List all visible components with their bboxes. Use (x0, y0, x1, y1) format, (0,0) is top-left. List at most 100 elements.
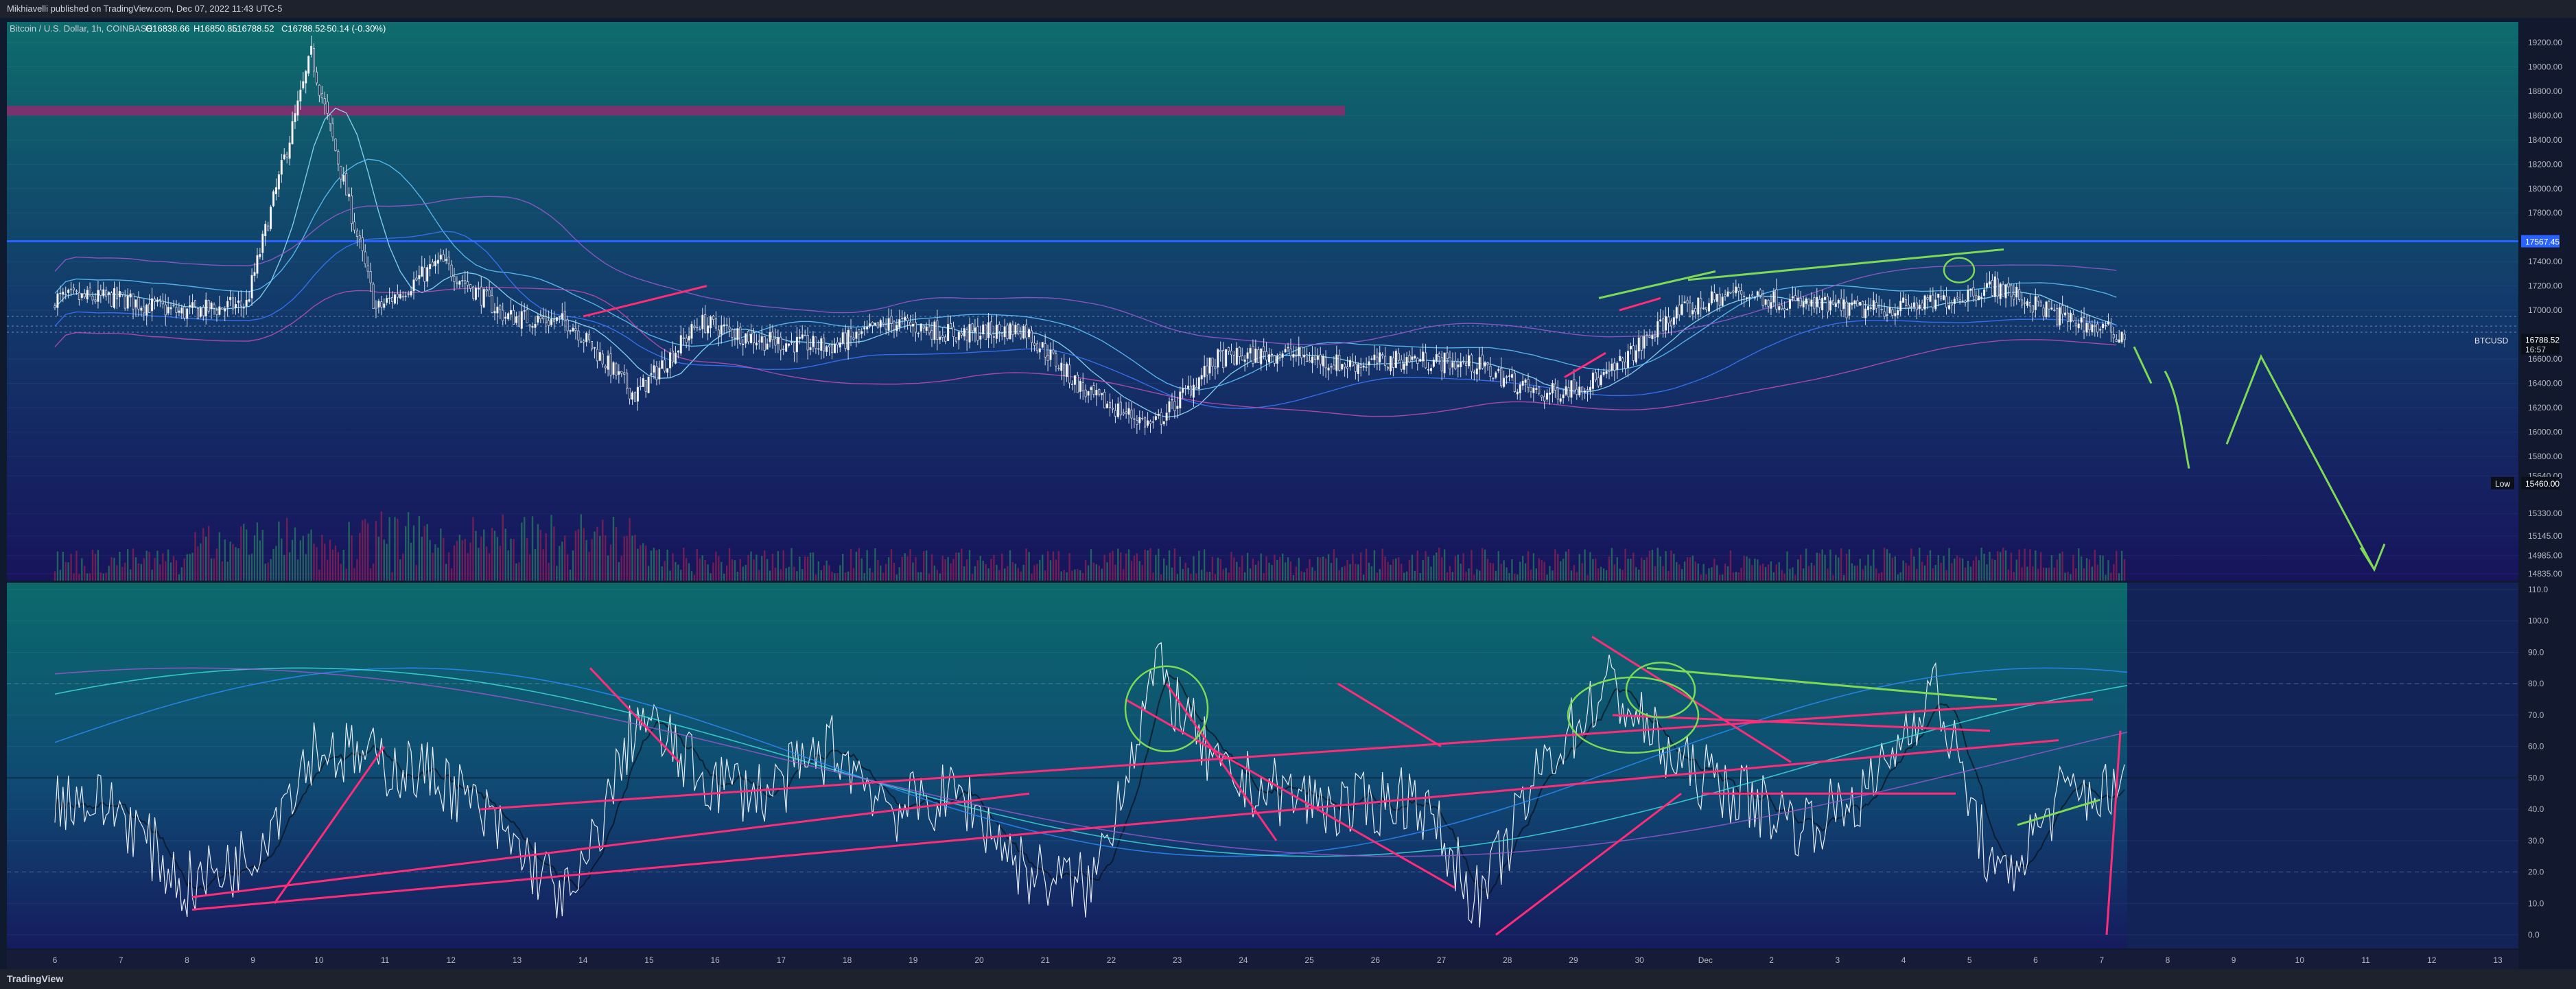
candle-body (1136, 420, 1138, 425)
volume-bar (1087, 565, 1090, 581)
trendline-annotation[interactable] (2105, 730, 2122, 935)
volume-bar (1807, 566, 1810, 581)
candle-body (102, 289, 105, 296)
trendline-annotation[interactable] (1687, 248, 2004, 281)
candle-body (704, 314, 707, 333)
volume-bar (1781, 570, 1783, 581)
candle-body (1689, 302, 1691, 316)
candle-body (1252, 345, 1254, 364)
trendline-annotation[interactable] (1646, 666, 1998, 701)
volume-bar (1654, 566, 1656, 581)
volume-bar (553, 526, 555, 581)
volume-bar (1457, 555, 1459, 581)
volume-bar (485, 546, 488, 581)
trendline-annotation[interactable] (583, 285, 707, 318)
candle-body (1786, 309, 1789, 310)
resistance-zone[interactable] (7, 106, 1345, 116)
volume-bar (715, 551, 717, 581)
volume-bar (1500, 563, 1502, 581)
candle-body (1014, 325, 1017, 335)
circle-annotation[interactable] (1943, 257, 1976, 283)
circle-annotation[interactable] (1124, 665, 1209, 753)
candle-body (1419, 358, 1422, 362)
trendline-annotation[interactable] (1337, 682, 1442, 747)
volume-bar (2050, 555, 2053, 581)
candle-body (588, 334, 591, 340)
trendline-annotation[interactable] (191, 738, 2059, 911)
candle-body (1017, 324, 1020, 335)
price-tick-label: 18600.00 (2528, 110, 2562, 120)
volume-bar (1527, 551, 1530, 581)
volume-bar (1705, 574, 1707, 581)
candle-body (909, 321, 912, 326)
trendline-annotation[interactable] (1125, 698, 1455, 889)
volume-bar (944, 559, 946, 581)
candle-body (1570, 380, 1573, 398)
volume-bar (275, 546, 277, 581)
volume-bar (207, 526, 210, 581)
candle-body (1807, 299, 1810, 305)
candle-body (618, 371, 620, 375)
volume-bar (1792, 567, 1794, 581)
candle-body (507, 313, 510, 320)
candle-body (1702, 307, 1705, 310)
volume-bar (2096, 564, 2098, 581)
circle-annotation[interactable] (1567, 676, 1700, 754)
tradingview-logo[interactable]: TradingView (7, 973, 64, 984)
volume-bar (1621, 570, 1624, 581)
projection-arrow[interactable] (2133, 346, 2153, 384)
trendline-annotation[interactable] (1612, 714, 1991, 732)
candle-body (531, 326, 534, 328)
candle-body (502, 310, 504, 321)
volume-bar (356, 559, 358, 581)
candle-body (1127, 408, 1130, 415)
candle-body (644, 380, 647, 392)
candle-body (520, 311, 523, 329)
candle-body (277, 174, 280, 190)
candle-body (1451, 362, 1454, 368)
candle-body (1081, 382, 1084, 392)
volume-bar (194, 532, 196, 581)
candle-body (1338, 355, 1341, 371)
header-bar: Mikhiavelli published on TradingView.com… (0, 0, 2576, 18)
candle-body (928, 327, 930, 334)
volume-bar (1697, 563, 1699, 581)
candle-body (1162, 421, 1165, 425)
candle-body (2053, 310, 2056, 311)
projection-arrow[interactable] (2164, 371, 2190, 469)
trendline-annotation[interactable] (1495, 793, 1682, 936)
volume-bar (1497, 550, 1499, 581)
trendline-annotation[interactable] (480, 698, 2094, 811)
trendline-annotation[interactable] (1165, 683, 1278, 841)
candle-body (1232, 355, 1235, 364)
trendline-annotation[interactable] (191, 792, 1030, 898)
trendline-annotation[interactable] (589, 667, 681, 763)
circle-annotation[interactable] (1625, 662, 1696, 719)
volume-bar (1659, 556, 1661, 581)
trendline-annotation[interactable] (1619, 296, 1661, 312)
volume-bar (1341, 567, 1343, 581)
candle-body (67, 290, 70, 293)
candle-body (189, 305, 191, 307)
candle-body (1586, 389, 1589, 391)
candle-body (1584, 391, 1586, 393)
volume-bar (1236, 561, 1238, 581)
candle-body (283, 154, 285, 160)
candle-body (1478, 357, 1481, 370)
trendline-annotation[interactable] (1598, 270, 1716, 299)
volume-bar (1789, 568, 1791, 581)
volume-bar (1208, 572, 1211, 581)
volume-bar (1095, 564, 1098, 581)
trendline-annotation[interactable] (1564, 351, 1606, 378)
chart-area[interactable]: 19200.0019000.0018800.0018600.0018400.00… (0, 18, 2576, 969)
projection-arrow[interactable] (2225, 353, 2376, 570)
candle-body (2007, 283, 2010, 288)
candle-body (1020, 333, 1022, 338)
time-tick-label: 22 (1107, 955, 1116, 965)
projection-arrow-head[interactable] (2359, 543, 2386, 572)
volume-bar (1243, 572, 1246, 581)
trendline-annotation[interactable] (2017, 798, 2100, 826)
volume-bar (218, 532, 221, 581)
trendline-annotation[interactable] (273, 745, 386, 905)
volume-bar (1832, 574, 1834, 581)
